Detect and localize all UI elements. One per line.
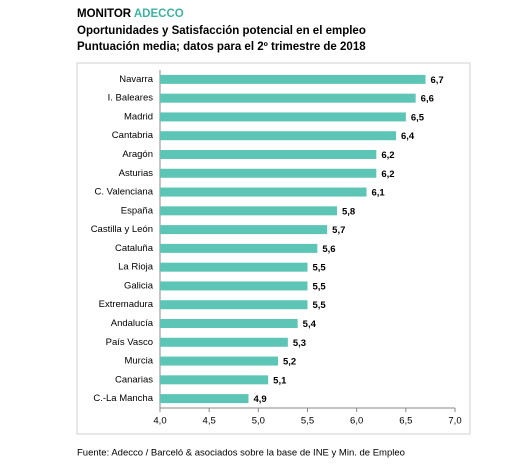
x-tick-label: 6,5 — [399, 416, 412, 427]
bar — [160, 319, 298, 328]
bar — [160, 206, 337, 216]
value-label: 6,5 — [411, 112, 425, 123]
value-label: 5,2 — [283, 357, 296, 368]
value-label: 5,5 — [313, 263, 327, 274]
y-tick-label: Asturias — [119, 168, 154, 179]
value-label: 6,6 — [421, 94, 434, 105]
y-tick-label: La Rioja — [118, 262, 154, 273]
bar — [160, 131, 396, 141]
subtitle: Puntuación media; datos para el 2º trime… — [77, 41, 366, 53]
x-tick-label: 5,5 — [301, 416, 314, 427]
source: Fuente: Adecco / Barceló & asociados sob… — [77, 448, 405, 459]
bar — [160, 187, 367, 197]
value-label: 6,2 — [381, 150, 394, 161]
x-tick-label: 4,5 — [203, 416, 216, 427]
y-tick-label: Navarra — [119, 74, 154, 85]
bar — [160, 74, 426, 84]
value-label: 4,9 — [254, 394, 267, 405]
bar — [160, 394, 249, 404]
y-tick-label: Canarias — [115, 374, 153, 385]
bar — [160, 356, 278, 366]
y-tick-label: Madrid — [124, 111, 153, 122]
x-tick-label: 6,0 — [350, 416, 363, 427]
bar — [160, 281, 308, 291]
value-label: 5,5 — [313, 281, 327, 292]
y-tick-label: Andalucía — [111, 318, 154, 329]
y-tick-label: Cantabria — [112, 130, 154, 141]
bar — [160, 93, 416, 103]
plot-frame — [76, 62, 471, 435]
chart-title: MONITOR ADECCO — [77, 8, 184, 20]
subtitle: Oportunidades y Satisfacción potencial e… — [77, 25, 366, 37]
bar — [160, 300, 308, 310]
title-brand: ADECCO — [134, 8, 184, 20]
value-label: 6,1 — [372, 188, 386, 199]
x-tick-label: 5,0 — [252, 416, 265, 427]
y-tick-label: País Vasco — [106, 337, 153, 348]
x-tick-label: 7,0 — [448, 416, 461, 427]
y-tick-label: C. Valenciana — [95, 187, 154, 198]
value-label: 5,7 — [332, 225, 345, 236]
y-tick-label: Cataluña — [115, 243, 154, 254]
value-label: 5,5 — [313, 300, 327, 311]
value-label: 6,2 — [381, 169, 394, 180]
y-tick-label: Murcia — [124, 356, 153, 367]
y-tick-label: Aragón — [122, 149, 153, 160]
y-tick-label: I. Baleares — [108, 93, 154, 104]
bar — [160, 375, 269, 385]
x-tick-label: 4,0 — [153, 416, 166, 427]
y-tick-label: Extremadura — [99, 299, 154, 310]
y-tick-label: España — [121, 205, 154, 216]
value-label: 5,6 — [322, 244, 335, 255]
y-tick-label: C.-La Mancha — [93, 393, 153, 404]
bar — [160, 112, 406, 122]
value-label: 5,1 — [273, 375, 287, 386]
value-label: 5,4 — [303, 319, 317, 330]
bar — [160, 150, 377, 159]
value-label: 5,8 — [342, 206, 355, 217]
bar — [160, 168, 377, 178]
y-tick-label: Galicia — [124, 280, 154, 291]
title-prefix: MONITOR — [77, 8, 132, 20]
y-tick-label: Castilla y León — [91, 224, 153, 235]
value-label: 6,4 — [401, 131, 415, 142]
bar — [160, 225, 328, 235]
value-label: 5,3 — [293, 338, 306, 349]
bar — [160, 262, 308, 272]
bar — [160, 337, 288, 347]
value-label: 6,7 — [431, 75, 444, 86]
bar — [160, 243, 318, 253]
